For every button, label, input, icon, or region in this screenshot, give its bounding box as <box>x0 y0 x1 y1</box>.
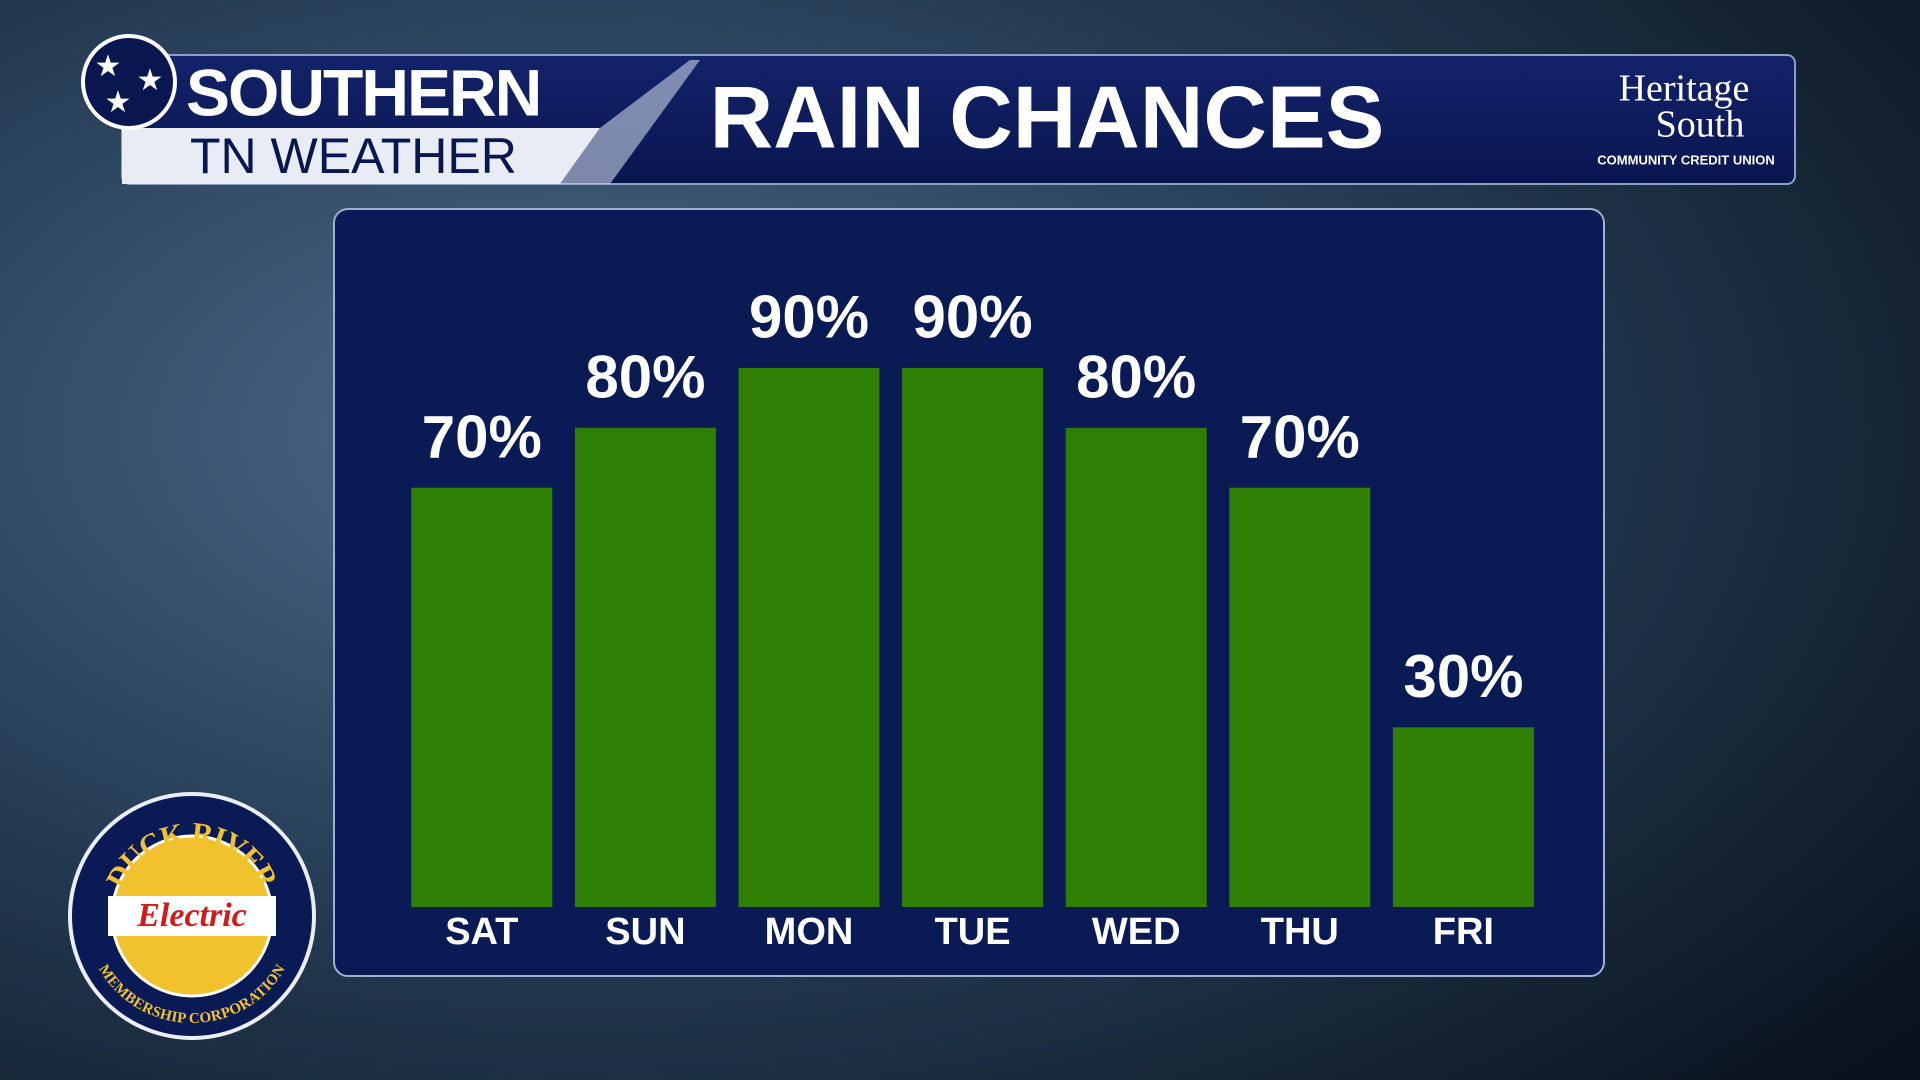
star: ★ <box>137 64 164 97</box>
sponsor-line3: COMMUNITY CREDIT UNION <box>1597 152 1774 167</box>
brand-slant <box>560 60 700 184</box>
x-tick-label: SAT <box>445 911 518 953</box>
brand-top: SOUTHERN <box>186 55 540 129</box>
x-tick-label: SUN <box>605 911 685 953</box>
value-label: 90% <box>913 284 1033 351</box>
badge-band <box>108 896 276 936</box>
sponsor-line1: Heritage <box>1619 68 1750 110</box>
x-tick-label: MON <box>765 911 854 953</box>
title: RAIN CHANCES <box>710 67 1385 166</box>
bar <box>1065 427 1207 907</box>
value-label: 70% <box>1240 404 1360 471</box>
bar <box>574 427 716 907</box>
x-tick-label: FRI <box>1433 911 1494 953</box>
stars-logo <box>81 34 177 130</box>
star: ★ <box>95 50 122 83</box>
value-label: 80% <box>1076 344 1196 411</box>
bar <box>411 487 553 907</box>
value-label: 70% <box>422 404 542 471</box>
brand-stripe <box>122 128 600 184</box>
bar <box>1392 727 1534 907</box>
bar <box>902 367 1044 907</box>
x-tick-label: WED <box>1092 911 1181 953</box>
value-label: 80% <box>585 344 705 411</box>
x-tick-label: THU <box>1261 911 1339 953</box>
bar <box>1229 487 1371 907</box>
x-tick-label: TUE <box>935 911 1011 953</box>
sponsor-line2: South <box>1656 104 1745 146</box>
star: ★ <box>105 86 132 119</box>
brand-bottom: TN WEATHER <box>190 128 517 184</box>
value-label: 90% <box>749 284 869 351</box>
bar <box>738 367 880 907</box>
badge-middle: Electric <box>136 897 247 934</box>
value-label: 30% <box>1403 643 1523 710</box>
